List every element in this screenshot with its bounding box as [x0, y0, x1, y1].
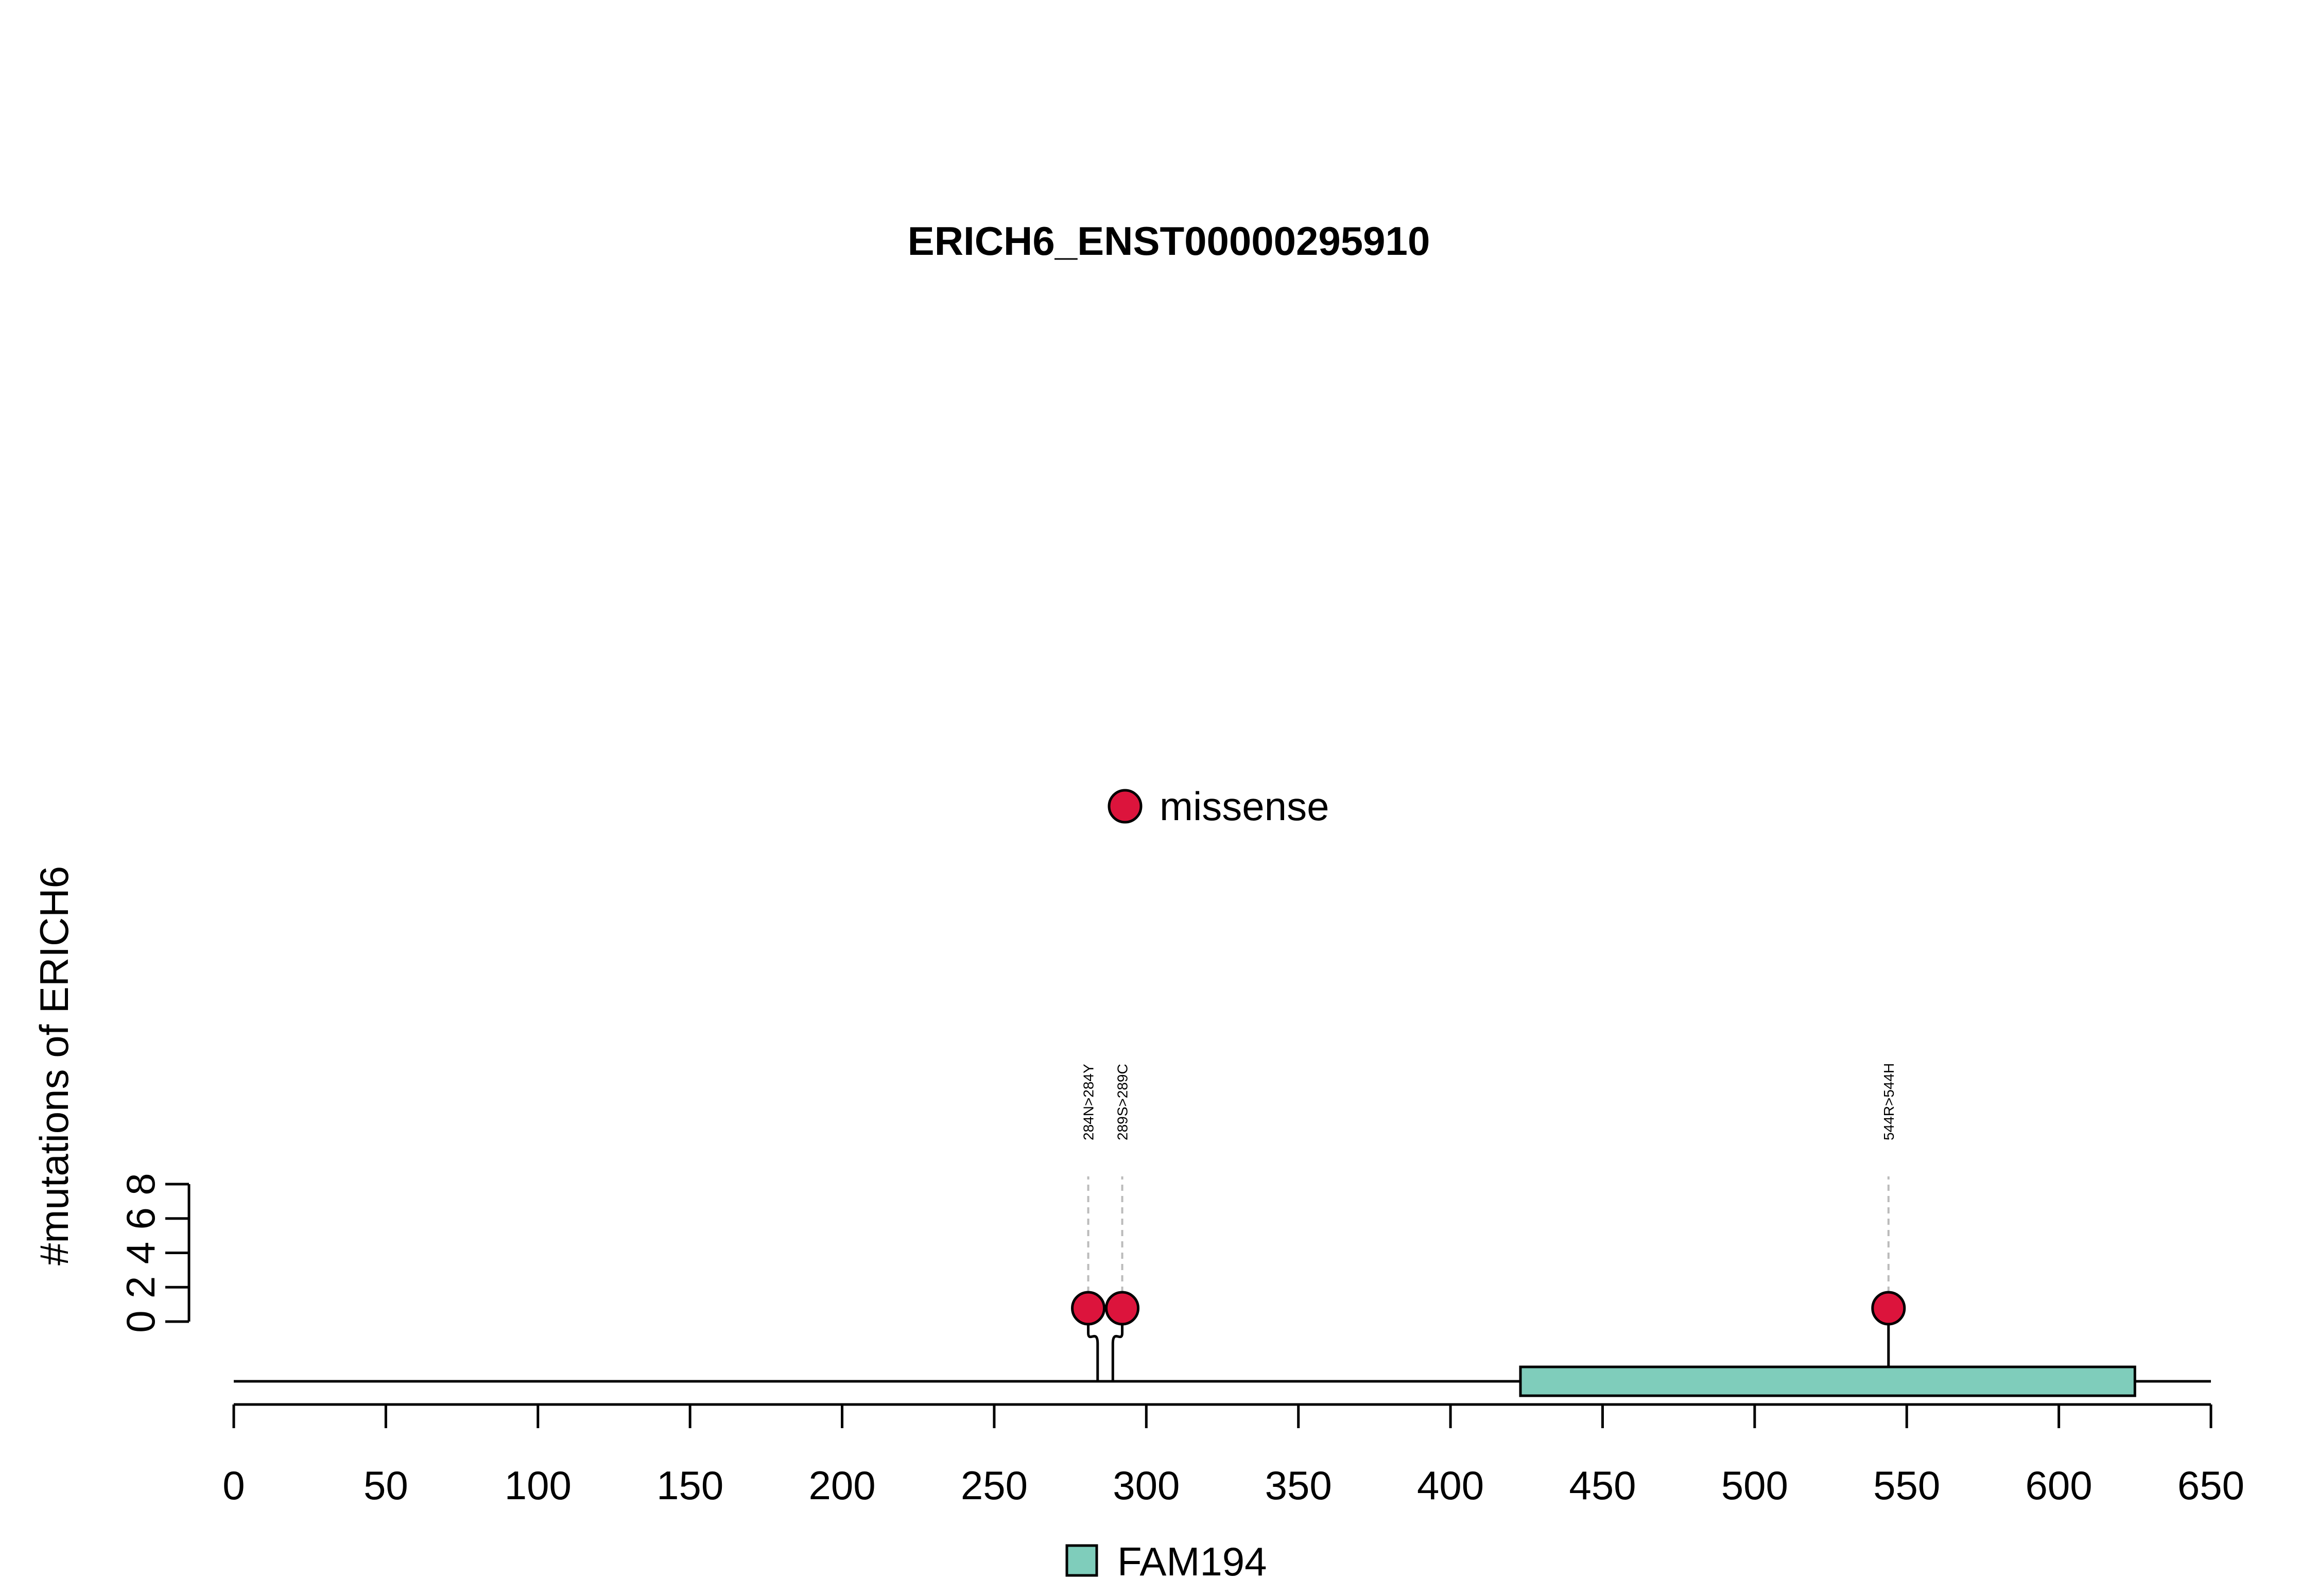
- x-tick-label: 450: [1569, 1463, 1636, 1508]
- legend-missense-label: missense: [1160, 784, 1329, 829]
- legend-missense-marker: [1108, 789, 1143, 824]
- lollipop-head: [1871, 1291, 1906, 1326]
- x-tick-label: 650: [2177, 1463, 2244, 1508]
- mutation-label: 289S>289C: [1115, 1064, 1131, 1140]
- domain-legend: FAM194: [1065, 1539, 1267, 1584]
- y-tick-label: 6: [118, 1207, 163, 1229]
- x-tick-label: 300: [1113, 1463, 1180, 1508]
- legend-domain-label: FAM194: [1117, 1539, 1267, 1584]
- x-tick-label: 250: [961, 1463, 1028, 1508]
- y-tick-label: 0: [118, 1310, 163, 1332]
- x-tick-label: 500: [1721, 1463, 1788, 1508]
- x-tick-label: 0: [222, 1463, 245, 1508]
- mutation-label: 544R>544H: [1881, 1063, 1897, 1140]
- y-axis: 0 2 4 6 8: [118, 1173, 191, 1333]
- x-tick-label: 400: [1417, 1463, 1484, 1508]
- protein-backbone: [234, 1365, 2211, 1397]
- domain-fam194: [1519, 1365, 2136, 1397]
- x-tick-label: 600: [2026, 1463, 2093, 1508]
- x-tick-label: 50: [364, 1463, 408, 1508]
- legend-domain-swatch: [1065, 1544, 1098, 1577]
- lollipop-head: [1105, 1291, 1140, 1326]
- mutation-label: 284N>284Y: [1081, 1064, 1097, 1140]
- lollipop-head: [1071, 1291, 1106, 1326]
- y-tick-label: 8: [118, 1173, 163, 1195]
- lollipop-stem: [1111, 1308, 1124, 1381]
- x-tick-label: 200: [808, 1463, 875, 1508]
- x-tick-label: 550: [1873, 1463, 1940, 1508]
- x-tick-label: 350: [1265, 1463, 1332, 1508]
- lollipops: 284N>284Y 289S>289C 544R>544H: [1071, 1063, 1906, 1381]
- y-axis-label: #mutations of ERICH6: [31, 866, 77, 1265]
- chart-title: ERICH6_ENST00000295910: [908, 218, 1430, 264]
- x-tick-label: 150: [656, 1463, 723, 1508]
- y-tick-label: 2: [118, 1276, 163, 1298]
- y-tick-label: 4: [118, 1242, 163, 1264]
- mutation-legend: missense: [1108, 784, 1329, 829]
- x-axis: 0 50 100 150 200 250 300 350 400 450 500 550 600 650: [222, 1403, 2244, 1508]
- lollipop-stem: [1087, 1308, 1099, 1381]
- x-tick-label: 100: [505, 1463, 572, 1508]
